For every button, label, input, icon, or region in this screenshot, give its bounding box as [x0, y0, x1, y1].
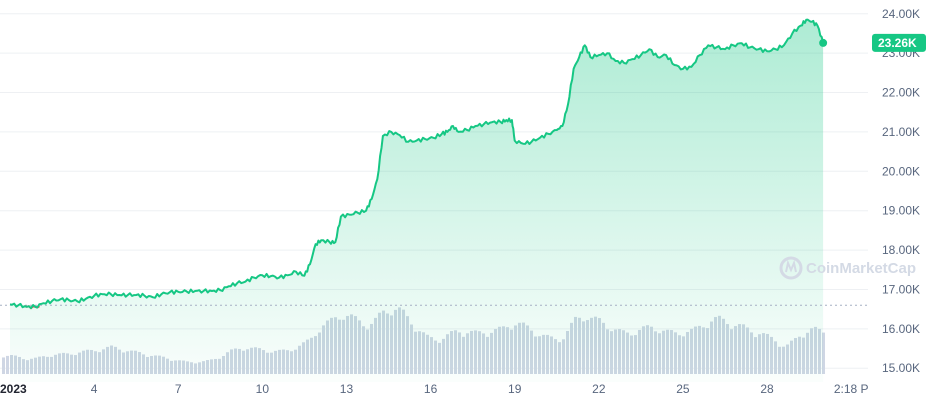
y-tick-label: 22.00K [882, 86, 920, 100]
watermark-text: CoinMarketCap [806, 260, 916, 277]
volume-bar [2, 357, 5, 374]
y-tick-label: 24.00K [882, 7, 920, 21]
x-tick-label: 2023 [0, 382, 27, 396]
y-tick-label: 20.00K [882, 164, 920, 178]
coinmarketcap-logo-icon [779, 256, 803, 280]
current-price-dot [819, 38, 828, 47]
x-tick-label: 22 [592, 382, 606, 396]
y-tick-label: 17.00K [882, 282, 920, 296]
x-tick-label: 10 [256, 382, 270, 396]
current-price-label: 23.26K [878, 36, 917, 50]
x-axis-ticks: 2023 4 7 10 13 16 19 22 25 28 2:18 P [0, 382, 869, 396]
x-tick-label: 16 [424, 382, 438, 396]
y-tick-label: 19.00K [882, 204, 920, 218]
x-tick-label: 7 [175, 382, 182, 396]
x-tick-label: 19 [508, 382, 522, 396]
x-tick-label: 25 [676, 382, 690, 396]
current-price-badge: 23.26K [872, 33, 926, 52]
x-tick-label: 28 [760, 382, 774, 396]
y-tick-label: 18.00K [882, 243, 920, 257]
y-axis-ticks: 24.00K23.00K22.00K21.00K20.00K19.00K18.0… [882, 7, 920, 375]
y-tick-label: 16.00K [882, 322, 920, 336]
y-tick-label: 15.00K [882, 361, 920, 375]
price-line [9, 18, 825, 310]
coinmarketcap-logo-mark [785, 259, 797, 273]
x-tick-label: 2:18 P [834, 382, 869, 396]
volume-bar [6, 355, 9, 374]
coinmarketcap-watermark: CoinMarketCap [779, 256, 916, 280]
x-tick-label: 13 [340, 382, 354, 396]
x-tick-label: 4 [91, 382, 98, 396]
y-tick-label: 21.00K [882, 125, 920, 139]
volume-bar [822, 332, 825, 374]
price-area-fill [10, 19, 824, 382]
